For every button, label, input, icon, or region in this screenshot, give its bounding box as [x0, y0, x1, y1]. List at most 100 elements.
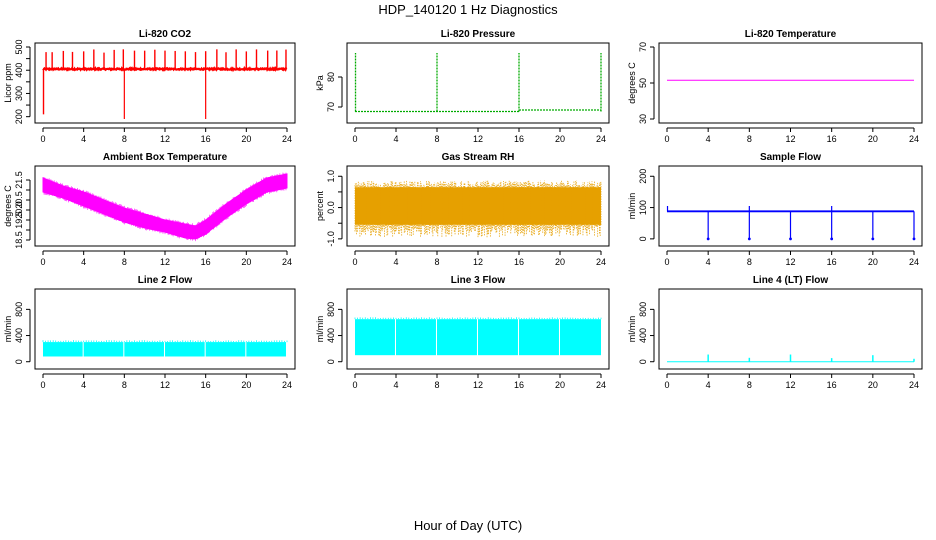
sample-flow-dip-point [706, 237, 710, 241]
panel-9: Line 4 (LT) Flow ml/min 0 4 8 12 16 20 24 0 400 800 [627, 275, 923, 390]
panel-ylabel: ml/min [627, 193, 637, 220]
x-tick-label: 12 [785, 134, 795, 144]
panel-frame [34, 165, 296, 247]
x-tick-label: 16 [827, 134, 837, 144]
sample-flow-dip-point [830, 237, 834, 241]
x-tick-label: 8 [122, 134, 127, 144]
y-tick-label: 70 [638, 42, 648, 52]
panel-title: Line 2 Flow [138, 275, 193, 286]
panel-title: Line 4 (LT) Flow [753, 275, 829, 286]
x-tick-label: 0 [664, 380, 669, 390]
x-tick-label: 16 [827, 257, 837, 267]
x-tick-label: 12 [785, 380, 795, 390]
y-tick-label: 0.0 [326, 201, 336, 214]
y-tick-label: 200 [638, 169, 648, 184]
x-tick-label: 4 [393, 380, 398, 390]
x-tick-label: 4 [81, 257, 86, 267]
x-tick-label: 0 [40, 134, 45, 144]
flow-block [246, 342, 286, 357]
y-tick-label: -1.0 [326, 231, 336, 247]
x-tick-label: 4 [706, 380, 711, 390]
x-tick-label: 0 [352, 380, 357, 390]
x-tick-label: 20 [555, 134, 565, 144]
x-tick-label: 12 [473, 380, 483, 390]
y-tick-label: 800 [326, 302, 336, 317]
x-tick-label: 20 [868, 134, 878, 144]
x-tick-label: 20 [555, 380, 565, 390]
y-tick-label: 400 [638, 328, 648, 343]
x-tick-label: 8 [747, 257, 752, 267]
panel-3: Li-820 Temperature degrees C 0 4 8 12 16 20 24 30… [627, 29, 923, 144]
series-marks [666, 206, 916, 241]
series-marks [354, 317, 602, 356]
y-tick-label: 0 [326, 359, 336, 364]
flow-block [519, 319, 559, 356]
y-tick-label: 20.0 [14, 201, 24, 219]
sample-flow-dip-point [912, 237, 916, 241]
series-marks [354, 53, 602, 113]
panel-ylabel: ml/min [315, 316, 325, 343]
x-tick-label: 4 [393, 134, 398, 144]
flow-block [560, 319, 601, 356]
y-tick-label: 21.5 [14, 171, 24, 189]
x-tick-label: 24 [596, 134, 606, 144]
x-tick-label: 16 [827, 380, 837, 390]
x-tick-label: 24 [596, 380, 606, 390]
y-tick-label: 400 [14, 328, 24, 343]
x-tick-label: 24 [282, 257, 292, 267]
panel-2: Li-820 Pressure kPa 0 4 8 12 16 20 24 70 80 [315, 29, 610, 144]
flow-block [165, 342, 205, 357]
x-tick-label: 4 [393, 257, 398, 267]
y-tick-label: 800 [638, 302, 648, 317]
panel-title: Sample Flow [760, 152, 821, 163]
x-tick-label: 24 [282, 134, 292, 144]
panel-title: Gas Stream RH [442, 152, 515, 163]
y-tick-label: 500 [14, 39, 24, 54]
flow-block [205, 342, 246, 357]
x-tick-label: 20 [868, 380, 878, 390]
sample-flow-dip-point [747, 237, 751, 241]
panel-title: Li-820 Pressure [441, 29, 516, 40]
x-tick-label: 24 [909, 380, 919, 390]
series-marks [42, 49, 288, 119]
y-tick-label: 100 [638, 200, 648, 215]
panel-frame [346, 288, 610, 370]
x-tick-label: 8 [122, 257, 127, 267]
panel-ylabel: degrees C [627, 62, 637, 104]
panel-frame [346, 165, 610, 247]
y-tick-label: 300 [14, 86, 24, 101]
x-tick-label: 16 [201, 380, 211, 390]
panel-title: Li-820 CO2 [139, 29, 192, 40]
x-tick-label: 0 [352, 257, 357, 267]
x-tick-label: 0 [40, 257, 45, 267]
figure-title: HDP_140120 1 Hz Diagnostics [378, 2, 558, 17]
panel-5: Gas Stream RH percent 0 4 8 12 16 20 24 -1.0 0.0 1.… [315, 152, 610, 267]
panel-ylabel: ml/min [627, 316, 637, 343]
series-marks [42, 172, 288, 242]
panel-7: Line 2 Flow ml/min 0 4 8 12 16 20 24 0 400 800 [3, 275, 296, 390]
x-tick-label: 8 [434, 134, 439, 144]
panel-frame [658, 288, 923, 370]
x-tick-label: 20 [555, 257, 565, 267]
y-tick-label: 0 [638, 236, 648, 241]
y-tick-label: 0 [638, 359, 648, 364]
series-marks [354, 180, 602, 238]
y-tick-label: 800 [14, 302, 24, 317]
x-tick-label: 20 [241, 134, 251, 144]
x-tick-label: 12 [160, 257, 170, 267]
panel-title: Line 3 Flow [451, 275, 506, 286]
panel-ylabel: percent [315, 190, 325, 221]
x-tick-label: 4 [706, 134, 711, 144]
y-tick-label: 20.5 [14, 191, 24, 209]
y-tick-label: 400 [326, 328, 336, 343]
flow-block [396, 319, 436, 356]
series-marks [667, 354, 915, 363]
x-tick-label: 0 [40, 380, 45, 390]
x-tick-label: 24 [282, 380, 292, 390]
y-tick-label: 19.5 [14, 211, 24, 229]
y-tick-label: 30 [638, 114, 648, 124]
x-tick-label: 4 [81, 134, 86, 144]
panel-1: Li-820 CO2 Licor ppm 0 4 8 12 16 20 24 200 300 400 5… [3, 29, 296, 144]
